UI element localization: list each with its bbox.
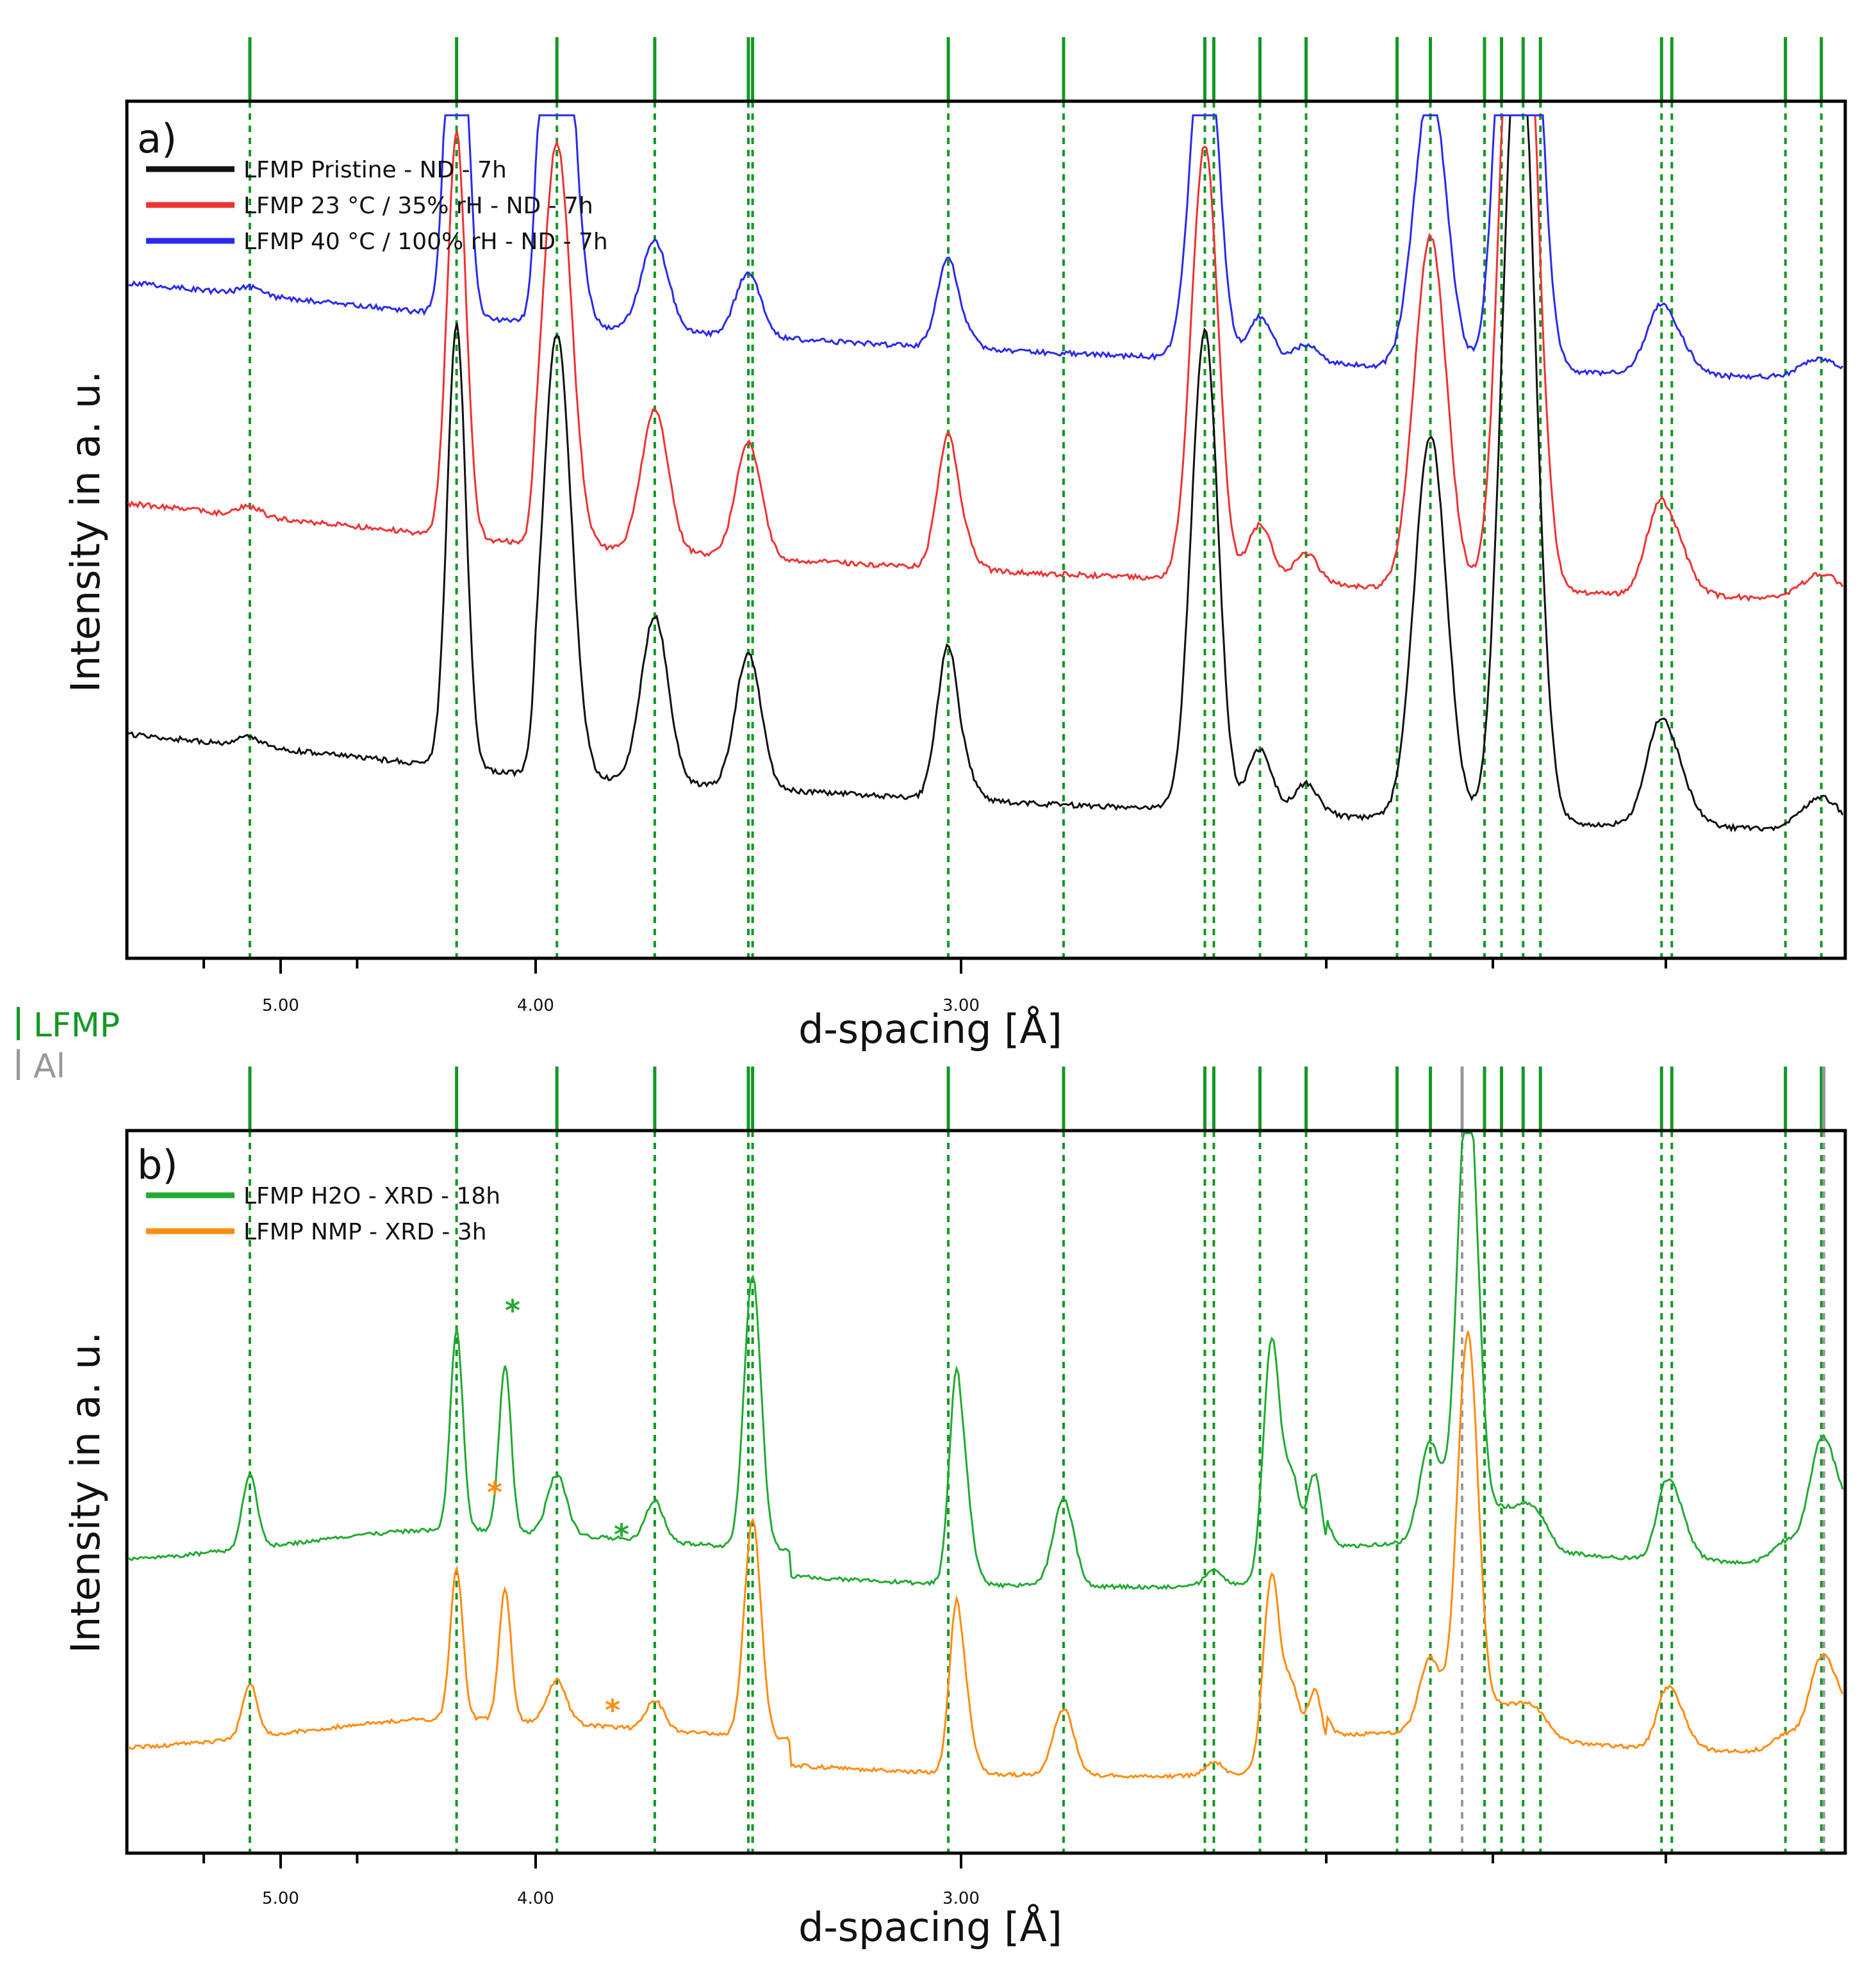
x-tick-label-4-b: 4.00 bbox=[517, 1889, 554, 1908]
impurity-marker-nmp-2: * bbox=[605, 1693, 620, 1728]
panel-b: b) LFMP H2O - XRD - 18h LFMP NMP - XRD -… bbox=[62, 1067, 1847, 1951]
panel-label-b: b) bbox=[137, 1141, 178, 1188]
panel-label-a: a) bbox=[137, 115, 177, 162]
curves-a bbox=[127, 114, 1844, 833]
y-axis-title-b: Intensity in a. u. bbox=[62, 1332, 109, 1653]
reference-lines-b bbox=[248, 1067, 1826, 1853]
impurity-marker-h2o-2: * bbox=[614, 1517, 629, 1552]
x-tick-label-5: 5.00 bbox=[262, 996, 299, 1015]
impurity-marker-nmp-1: * bbox=[487, 1475, 502, 1510]
x-ticks-b bbox=[202, 1853, 1667, 1869]
legend-label-h2o: LFMP H2O - XRD - 18h bbox=[243, 1183, 500, 1209]
impurity-marker-h2o-1: * bbox=[505, 1293, 520, 1328]
curve-series-2 bbox=[128, 114, 1844, 380]
reference-legend: LFMP Al bbox=[17, 1006, 120, 1086]
reference-legend-lfmp-swatch bbox=[17, 1007, 20, 1040]
panel-a: a) LFMP Pristine - ND - 7h LFMP 23 °C / … bbox=[62, 37, 1847, 1052]
legend-a: LFMP Pristine - ND - 7h LFMP 23 °C / 35%… bbox=[146, 157, 608, 255]
legend-label-100rh: LFMP 40 °C / 100% rH - ND - 7h bbox=[243, 229, 608, 255]
x-ticks-a bbox=[202, 958, 1667, 974]
curve-series-0 bbox=[128, 1132, 1844, 1591]
y-axis-title-a: Intensity in a. u. bbox=[62, 371, 109, 692]
curve-series-1 bbox=[128, 1330, 1844, 1779]
plot-frame-b bbox=[125, 1129, 1847, 1855]
x-tick-label-4: 4.00 bbox=[517, 996, 554, 1015]
reference-legend-al-label: Al bbox=[33, 1047, 65, 1086]
curve-series-0 bbox=[128, 114, 1844, 833]
x-tick-label-3-b: 3.00 bbox=[942, 1889, 980, 1908]
legend-label-35rh: LFMP 23 °C / 35% rH - ND - 7h bbox=[243, 193, 593, 219]
reference-legend-lfmp-label: LFMP bbox=[33, 1006, 120, 1045]
x-tick-label-3: 3.00 bbox=[942, 996, 980, 1015]
reference-legend-al-swatch bbox=[17, 1049, 20, 1080]
x-axis-title-b: d-spacing [Å] bbox=[798, 1904, 1062, 1951]
legend-label-nmp: LFMP NMP - XRD - 3h bbox=[243, 1219, 487, 1245]
x-axis-title-a: d-spacing [Å] bbox=[798, 1006, 1062, 1052]
legend-label-pristine: LFMP Pristine - ND - 7h bbox=[243, 157, 507, 183]
legend-b: LFMP H2O - XRD - 18h LFMP NMP - XRD - 3h bbox=[146, 1183, 500, 1245]
curves-b bbox=[128, 1132, 1844, 1779]
curve-series-1 bbox=[127, 114, 1844, 602]
reference-lines-a bbox=[248, 37, 1823, 958]
x-tick-label-5-b: 5.00 bbox=[262, 1889, 299, 1908]
plot-frame-a bbox=[125, 99, 1847, 960]
